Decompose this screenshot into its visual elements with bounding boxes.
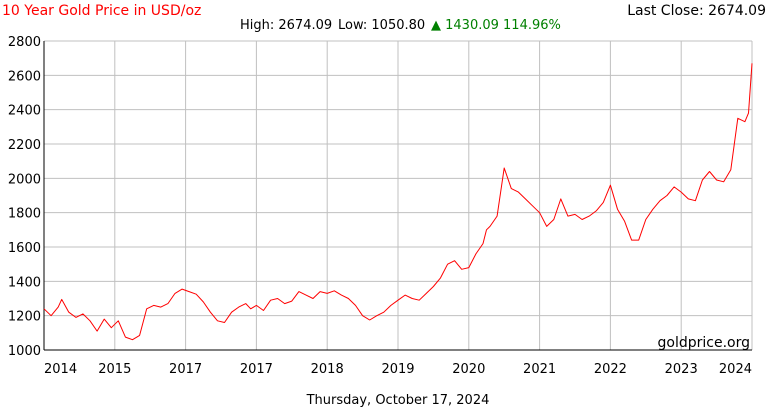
x-tick-label: 2020 xyxy=(452,362,485,377)
y-tick-label: 1000 xyxy=(8,344,41,359)
change-stat: ▲ 1430.09 114.96% xyxy=(431,18,561,33)
x-tick-label: 2019 xyxy=(381,362,414,377)
x-tick-label: 2023 xyxy=(665,362,698,377)
y-tick-label: 1800 xyxy=(8,207,41,222)
high-stat: High: 2674.09 xyxy=(240,18,332,33)
watermark: goldprice.org xyxy=(658,335,750,351)
x-tick-label: 2022 xyxy=(594,362,627,377)
gold-price-line xyxy=(43,63,753,341)
chart-title: 10 Year Gold Price in USD/oz xyxy=(2,3,201,19)
y-tick-label: 1400 xyxy=(8,275,41,290)
y-tick-label: 1200 xyxy=(8,310,41,325)
axes xyxy=(43,41,752,351)
y-tick-label: 2600 xyxy=(8,69,41,84)
x-tick-labels: 2014 2015 2017 2017 2018 2019 2020 2021 2022 2023… xyxy=(44,362,752,377)
x-tick-label: 2024 xyxy=(719,362,752,377)
series-layer xyxy=(43,63,753,341)
x-tick-label: 2018 xyxy=(311,362,344,377)
y-tick-label: 2200 xyxy=(8,138,41,153)
y-tick-label: 2800 xyxy=(8,35,41,50)
x-tick-label: 2021 xyxy=(523,362,556,377)
chart-date: Thursday, October 17, 2024 xyxy=(306,393,490,408)
y-tick-label: 2400 xyxy=(8,104,41,119)
low-stat: Low: 1050.80 xyxy=(338,18,425,33)
x-tick-label: 2015 xyxy=(98,362,131,377)
x-tick-label: 2017 xyxy=(169,362,202,377)
y-tick-labels: 1000 1200 1400 1600 1800 2000 2200 2400 2600 2800 xyxy=(8,35,41,359)
x-tick-label: 2014 xyxy=(44,362,77,377)
last-close-label: Last Close: 2674.09 xyxy=(627,3,766,19)
grid-lines xyxy=(43,40,753,351)
x-tick-label: 2017 xyxy=(240,362,273,377)
y-tick-label: 1600 xyxy=(8,241,41,256)
y-tick-label: 2000 xyxy=(8,172,41,187)
